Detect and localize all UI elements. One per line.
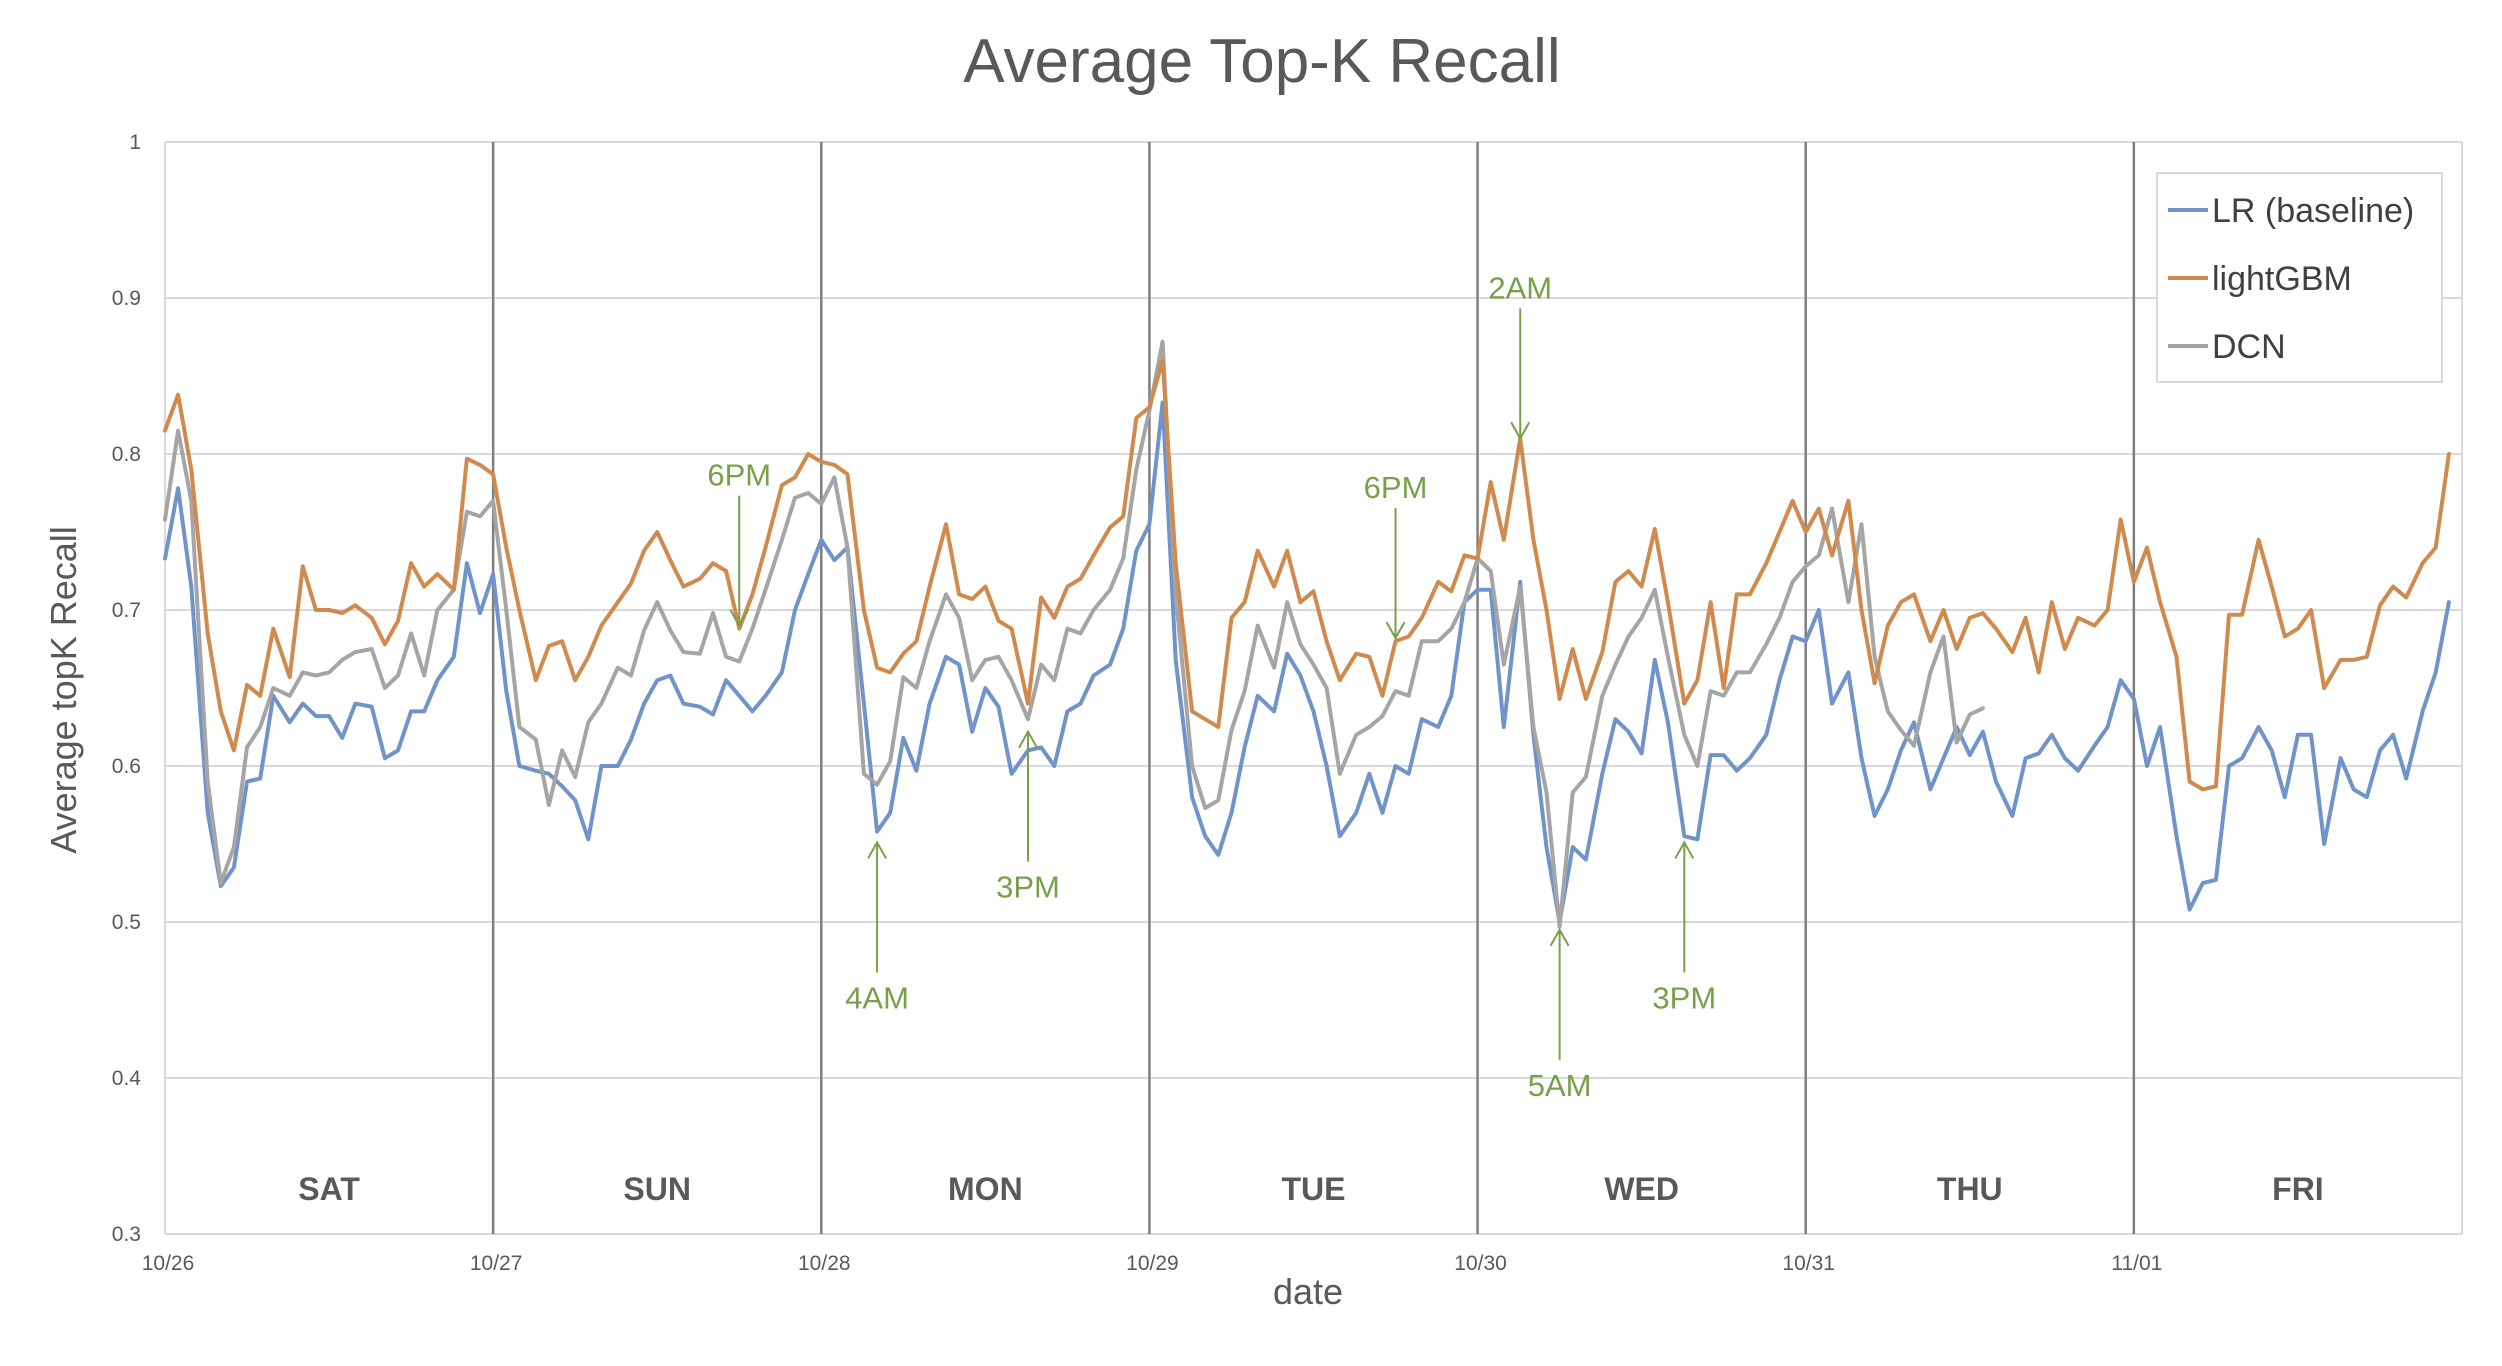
day-label: TUE: [1282, 1171, 1346, 1207]
x-axis-ticks: 10/26 10/27 10/28 10/29 10/30 10/31 11/01: [142, 1252, 2163, 1275]
x-tick-label: 10/26: [142, 1252, 195, 1275]
annotation-arrow-head: [1549, 927, 1570, 947]
y-axis-ticks: 0.3 0.4 0.5 0.6 0.7 0.8 0.9 1: [112, 131, 142, 1246]
annotation-6pm: 6PM: [1364, 470, 1428, 641]
legend-label: LR (baseline): [2212, 192, 2414, 230]
annotation-label: 3PM: [996, 870, 1060, 905]
x-tick-label: 10/27: [470, 1252, 523, 1275]
annotation-4am: 4AM: [845, 840, 909, 1015]
y-tick-label: 0.4: [112, 1067, 142, 1090]
y-tick-label: 0.6: [112, 755, 141, 778]
series-line-lr-baseline: [163, 400, 2451, 924]
annotation-arrow-head: [729, 609, 750, 628]
y-tick-label: 0.5: [112, 911, 141, 934]
y-tick-label: 1: [129, 131, 141, 154]
chart-title: Average Top-K Recall: [963, 27, 1560, 96]
day-label: FRI: [2272, 1171, 2324, 1207]
legend-label: lightGBM: [2212, 260, 2352, 298]
annotation-arrow-head: [1510, 421, 1531, 441]
y-axis-title: Average topK Recall: [43, 526, 84, 854]
x-tick-label: 10/31: [1782, 1252, 1835, 1275]
day-labels: SAT SUN MON TUE WED THU FRI: [298, 1171, 2323, 1207]
annotation-3pm: 3PM: [1652, 840, 1716, 1015]
day-label: SAT: [298, 1171, 360, 1207]
annotation-arrow-head: [1385, 621, 1406, 641]
annotation-label: 6PM: [707, 458, 771, 493]
annotation-5am: 5AM: [1528, 927, 1592, 1103]
legend-label: DCN: [2212, 328, 2286, 366]
annotation-arrow-head: [1674, 840, 1695, 859]
day-label: SUN: [623, 1171, 691, 1207]
x-tick-label: 10/29: [1126, 1252, 1179, 1275]
annotation-label: 3PM: [1652, 980, 1716, 1015]
annotation-arrow-head: [867, 840, 887, 859]
annotation-3pm: 3PM: [996, 729, 1060, 905]
y-tick-label: 0.7: [112, 599, 141, 622]
legend: LR (baseline) lightGBM DCN: [2156, 172, 2443, 383]
annotation-label: 4AM: [845, 980, 909, 1015]
annotation-6pm: 6PM: [707, 458, 771, 628]
y-tick-label: 0.3: [112, 1223, 141, 1246]
annotations: 6PM 4AM 3PM 6PM 2AM 5AM 3PM: [707, 270, 1716, 1102]
annotation-label: 5AM: [1528, 1068, 1592, 1103]
y-tick-label: 0.9: [112, 287, 141, 310]
day-label: THU: [1937, 1171, 2003, 1207]
y-tick-label: 0.8: [112, 443, 141, 466]
gridlines: [164, 141, 2463, 1235]
x-axis-title: date: [1273, 1271, 1343, 1312]
series-line-lightgbm: [163, 358, 2451, 792]
annotation-2am: 2AM: [1488, 270, 1552, 441]
x-tick-label: 10/30: [1454, 1252, 1507, 1275]
day-dividers: [491, 142, 2136, 1234]
day-label: WED: [1604, 1171, 1679, 1207]
annotation-label: 6PM: [1364, 470, 1428, 505]
x-tick-label: 10/28: [798, 1252, 851, 1275]
series-line-dcn: [163, 339, 1985, 929]
series-lines: [163, 339, 2451, 929]
annotation-label: 2AM: [1488, 270, 1552, 305]
day-label: MON: [948, 1171, 1023, 1207]
annotation-arrow-head: [1018, 729, 1038, 749]
x-tick-label: 11/01: [2111, 1252, 2162, 1275]
